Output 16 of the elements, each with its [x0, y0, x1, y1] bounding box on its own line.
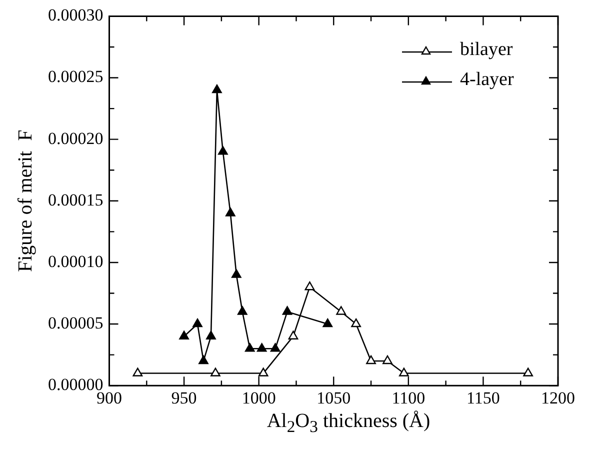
x-tick-label: 1100: [392, 388, 426, 408]
y-axis-title: Figure of merit F: [14, 130, 36, 272]
y-tick-label: 0.00025: [48, 67, 104, 86]
y-tick-label: 0.00015: [48, 190, 104, 210]
x-axis-title: Al$_{2}$O$_{3}$ thickness (Å): [266, 410, 432, 437]
y-tick-label: 0.00030: [48, 6, 104, 25]
x-tick-label: 1050: [316, 388, 351, 408]
legend-label: 4-layer: [460, 69, 514, 91]
x-tick-label: 1150: [466, 388, 500, 408]
x-tick-label: 1000: [242, 388, 276, 408]
y-tick-label: 0.00005: [48, 314, 104, 332]
x-tick-label: 1200: [541, 388, 575, 408]
legend-label: bilayer: [460, 39, 513, 61]
y-tick-label: 0.00010: [48, 252, 104, 271]
y-tick-label: 0.00020: [48, 128, 104, 148]
x-tick-label: 950: [171, 388, 197, 408]
